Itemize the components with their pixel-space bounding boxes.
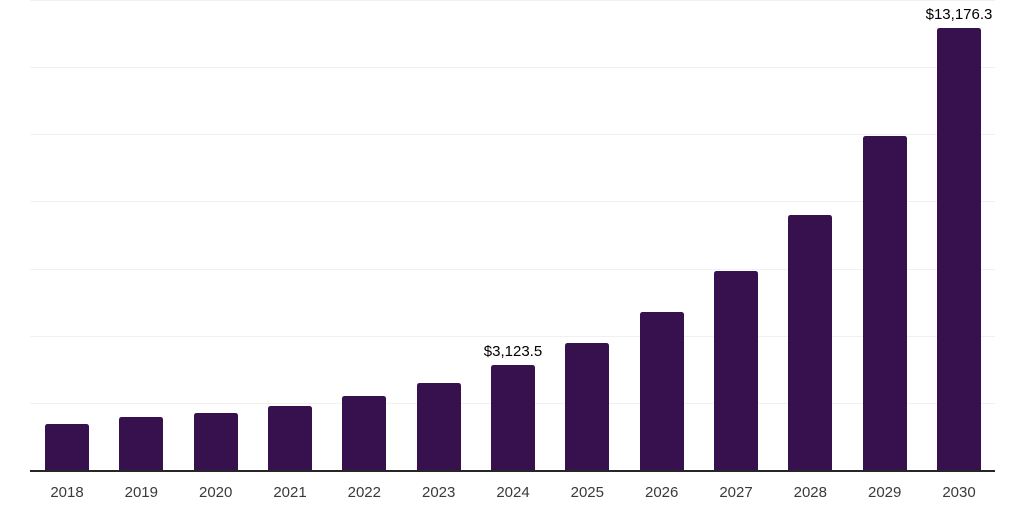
bar	[937, 27, 981, 470]
x-axis-tick-label: 2022	[347, 484, 381, 501]
x-axis-line	[30, 470, 995, 472]
x-axis-tick-label: 2025	[570, 484, 604, 501]
bar	[714, 270, 758, 470]
gridline	[30, 0, 995, 1]
bar	[268, 405, 312, 470]
x-axis-tick-label: 2018	[50, 484, 84, 501]
bar	[416, 382, 461, 470]
bar	[45, 424, 89, 470]
bar	[119, 416, 164, 470]
gridline	[30, 335, 995, 337]
x-axis-tick-label: 2021	[273, 484, 307, 501]
x-axis-tick-label: 2020	[199, 484, 233, 501]
x-axis-tick-label: 2030	[942, 484, 976, 501]
x-axis-tick-label: 2029	[868, 484, 902, 501]
x-axis-tick-label: 2023	[422, 484, 456, 501]
bar	[862, 135, 907, 470]
bar	[565, 343, 610, 470]
bar	[491, 365, 535, 470]
gridline	[30, 201, 995, 203]
x-axis-tick-label: 2024	[496, 484, 530, 501]
x-axis-tick-label: 2019	[124, 484, 158, 501]
bar	[342, 396, 387, 470]
bar	[193, 413, 238, 470]
bar-value-label: $3,123.5	[483, 343, 543, 361]
gridline	[30, 268, 995, 270]
gridline	[30, 67, 995, 69]
x-axis-tick-label: 2028	[793, 484, 827, 501]
x-axis-tick-label: 2026	[645, 484, 679, 501]
bar	[639, 312, 684, 470]
bar	[788, 215, 833, 470]
bar-value-label: $13,176.3	[925, 5, 993, 23]
gridline	[30, 134, 995, 136]
x-axis-tick-label: 2027	[719, 484, 753, 501]
